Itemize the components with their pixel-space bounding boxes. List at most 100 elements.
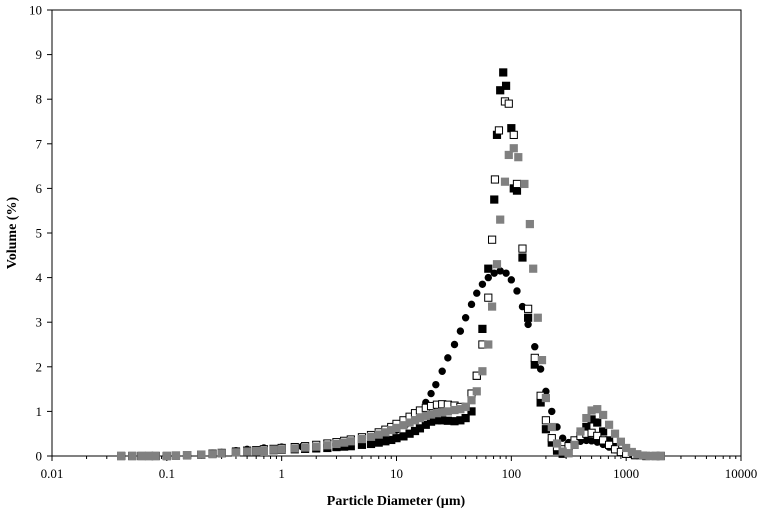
data-point [504,150,513,160]
data-point [524,304,533,313]
data-point [484,293,493,302]
data-point [217,449,226,458]
data-point [509,130,518,139]
data-point [392,434,401,443]
data-point [461,402,470,412]
data-point [438,367,446,375]
data-point [392,423,401,433]
data-point [472,371,481,380]
data-point [444,354,452,362]
data-point [366,432,376,441]
data-point [269,445,278,454]
data-point [507,276,516,284]
data-point [290,444,299,453]
data-point [610,429,620,438]
data-point [513,287,521,295]
data-point [128,451,137,461]
data-point [427,389,435,398]
y-tick-label: 3 [36,315,43,330]
data-point [541,416,551,425]
x-tick-label: 100 [502,466,522,481]
data-point [593,405,602,414]
data-point [171,451,181,460]
y-tick-label: 7 [36,136,43,151]
data-point [487,235,497,244]
data-point [570,440,579,449]
series-2 [117,68,665,461]
plot-area [51,9,742,457]
data-point [443,416,452,425]
data-point [151,451,160,461]
data-point [504,99,513,108]
data-point [512,186,522,195]
data-marks [117,68,665,461]
data-point [456,327,465,335]
data-point [533,313,542,322]
data-point [529,264,538,273]
data-point [443,407,452,416]
data-point [524,320,532,329]
data-point [242,447,252,456]
data-point [374,438,383,447]
data-point [467,300,476,309]
x-tick-label: 10 [390,466,403,481]
y-tick-label: 5 [36,226,43,241]
x-tick-label: 10000 [725,466,758,481]
data-point [524,313,533,322]
x-tick-label: 0.1 [159,466,175,481]
data-point [312,442,321,451]
y-tick-label: 1 [36,404,43,419]
data-point [137,451,146,461]
data-point [541,393,551,403]
data-point [520,179,529,189]
data-point [530,353,539,362]
data-point [599,436,608,445]
plot-frame [51,9,742,457]
data-point [494,126,504,135]
data-point [484,273,492,282]
data-point [496,86,505,95]
data-point [599,410,608,420]
data-point [357,434,367,444]
data-point [656,451,665,461]
data-point [536,365,545,373]
data-point [490,195,499,204]
data-point [467,407,476,416]
data-point [301,443,310,452]
data-point [604,440,614,449]
y-tick-label: 6 [36,181,43,196]
data-point [492,260,502,269]
x-tick-label: 1 [278,466,285,481]
y-tick-label: 8 [36,92,43,107]
data-point [514,153,523,162]
data-point [346,437,355,446]
data-point [478,324,487,333]
data-point [638,451,648,460]
y-axis-title: Volume (%) [5,197,20,270]
data-point [259,446,268,455]
y-axis: 0 1 2 3 4 5 6 7 8 9 10 [29,3,52,464]
data-point [518,244,527,253]
data-point [593,431,602,441]
data-point [340,438,349,447]
data-point [518,253,527,262]
data-point [252,446,261,456]
data-point [599,427,608,436]
data-point [432,380,440,389]
data-point [531,343,539,351]
data-point [490,175,500,184]
data-point [616,437,626,446]
series-4 [117,144,665,461]
y-tick-label: 10 [29,3,42,18]
data-point [552,439,562,448]
data-point [332,439,341,449]
data-point [530,360,539,369]
data-point [484,340,493,349]
y-tick-label: 2 [36,359,43,374]
data-point [487,302,497,311]
data-point [162,451,171,461]
data-point [537,356,547,365]
data-point [604,420,614,429]
data-point [548,407,556,416]
data-point [197,450,206,459]
